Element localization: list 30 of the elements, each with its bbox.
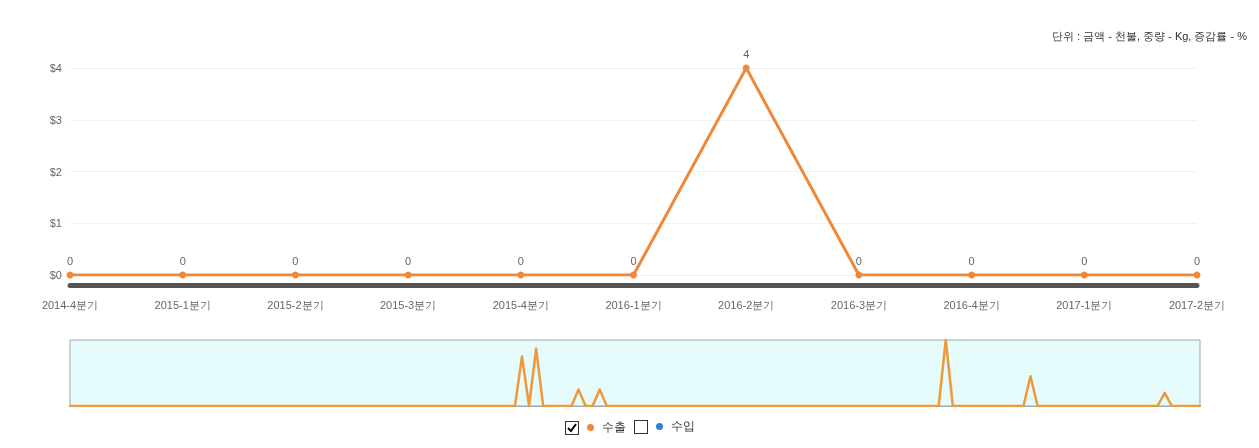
legend-label: 수출: [601, 419, 626, 436]
data-label: 4: [743, 48, 750, 60]
text: 단위 : 금액 - 천불, 중량 - Kg, 증감률 - %: [1052, 29, 1248, 42]
x-tick-label: 2015-1분기: [154, 298, 211, 311]
data-label: 0: [179, 255, 186, 267]
y-tick-label: $2: [49, 165, 62, 178]
x-tick-label: 2017-1분기: [1056, 298, 1113, 311]
data-label: 0: [1193, 255, 1201, 267]
data-label: 0: [630, 255, 637, 267]
data-label: 0: [517, 255, 524, 267]
data-label: 0: [1081, 255, 1088, 267]
data-label: 0: [292, 255, 299, 267]
data-label: 0: [855, 255, 862, 267]
data-label: 0: [405, 255, 412, 267]
y-tick-label: $4: [49, 62, 62, 74]
x-tick-label: 2015-2분기: [267, 298, 324, 311]
x-tick-label: 2014-4분기: [41, 298, 99, 311]
x-tick-label: 2016-3분기: [830, 298, 888, 311]
legend-label: 수입: [670, 418, 695, 435]
y-tick-label: $1: [49, 217, 62, 230]
x-tick-label: 2017-2분기: [1168, 298, 1226, 311]
x-tick-label: 2016-4분기: [943, 298, 1000, 311]
x-tick-label: 2016-1분기: [605, 298, 662, 311]
x-tick-label: 2015-4분기: [492, 298, 549, 311]
x-tick-label: 2016-2분기: [718, 298, 775, 311]
y-tick-label: $0: [49, 269, 62, 281]
y-tick-label: $3: [49, 113, 62, 126]
data-label: 0: [66, 255, 74, 267]
data-label: 0: [968, 255, 975, 267]
x-tick-label: 2015-3분기: [379, 298, 437, 311]
